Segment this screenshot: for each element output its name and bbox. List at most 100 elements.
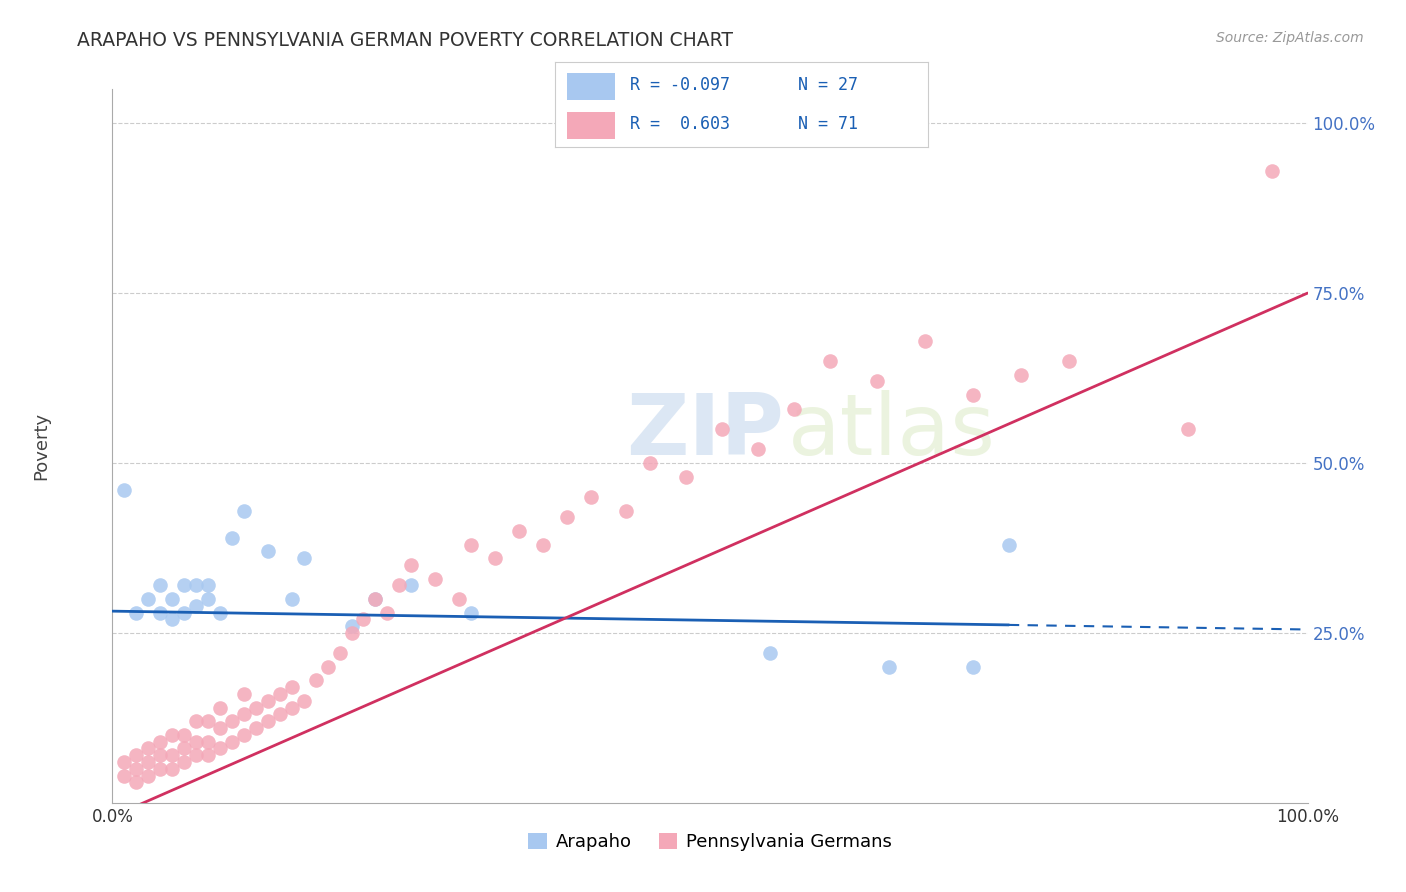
Point <box>292 694 315 708</box>
Point <box>340 619 363 633</box>
Point <box>125 762 148 776</box>
Point <box>114 769 135 783</box>
Text: R = -0.097: R = -0.097 <box>630 77 730 95</box>
Point <box>149 578 172 592</box>
FancyBboxPatch shape <box>567 112 614 139</box>
Point <box>531 537 554 551</box>
Point <box>233 687 256 701</box>
Point <box>329 646 352 660</box>
Point <box>186 734 208 748</box>
Point <box>281 680 304 694</box>
Point <box>114 755 135 769</box>
Point <box>125 748 148 763</box>
Point <box>173 755 195 769</box>
Point <box>377 606 399 620</box>
Point <box>173 741 195 756</box>
Point <box>114 483 135 498</box>
Text: ARAPAHO VS PENNSYLVANIA GERMAN POVERTY CORRELATION CHART: ARAPAHO VS PENNSYLVANIA GERMAN POVERTY C… <box>77 31 734 50</box>
Point <box>233 707 256 722</box>
Point <box>197 578 219 592</box>
Point <box>866 375 889 389</box>
Y-axis label: Poverty: Poverty <box>32 412 51 480</box>
Text: ZIP: ZIP <box>627 390 785 474</box>
Point <box>186 714 208 729</box>
Point <box>197 714 219 729</box>
Point <box>162 748 183 763</box>
Point <box>340 626 363 640</box>
Point <box>173 728 195 742</box>
Point <box>186 748 208 763</box>
Point <box>173 578 195 592</box>
Point <box>197 591 219 606</box>
Point <box>149 606 172 620</box>
Point <box>281 700 304 714</box>
Point <box>186 578 208 592</box>
Point <box>245 700 267 714</box>
Point <box>460 606 482 620</box>
Point <box>401 578 423 592</box>
Point <box>879 660 901 674</box>
Point <box>759 646 782 660</box>
Point <box>747 442 769 457</box>
Point <box>1010 368 1032 382</box>
Point <box>782 401 804 416</box>
Point <box>138 755 160 769</box>
Point <box>138 591 160 606</box>
Point <box>962 388 984 402</box>
Point <box>197 748 219 763</box>
Point <box>484 551 506 566</box>
Point <box>186 599 208 613</box>
Point <box>209 741 232 756</box>
Point <box>162 612 183 626</box>
Point <box>125 606 148 620</box>
Text: N = 71: N = 71 <box>797 115 858 133</box>
Point <box>675 469 697 483</box>
Point <box>998 537 1021 551</box>
Point <box>305 673 328 688</box>
Point <box>388 578 411 592</box>
Point <box>197 734 219 748</box>
Text: atlas: atlas <box>787 390 995 474</box>
Point <box>1057 354 1080 368</box>
Point <box>245 721 267 735</box>
Point <box>508 524 530 538</box>
Point <box>711 422 734 436</box>
FancyBboxPatch shape <box>567 72 614 100</box>
Point <box>221 714 243 729</box>
Point <box>257 544 280 558</box>
Point <box>818 354 841 368</box>
Point <box>221 734 243 748</box>
Point <box>209 721 232 735</box>
Point <box>460 537 482 551</box>
Point <box>1177 422 1199 436</box>
Point <box>447 591 470 606</box>
Point <box>233 503 256 517</box>
Point <box>257 694 280 708</box>
Point <box>125 775 148 789</box>
Point <box>209 700 232 714</box>
Point <box>162 762 183 776</box>
Point <box>616 503 638 517</box>
Point <box>221 531 243 545</box>
Point <box>281 591 304 606</box>
Legend: Arapaho, Pennsylvania Germans: Arapaho, Pennsylvania Germans <box>522 825 898 858</box>
Point <box>1261 163 1284 178</box>
Point <box>162 728 183 742</box>
Point <box>138 769 160 783</box>
Text: N = 27: N = 27 <box>797 77 858 95</box>
Point <box>162 591 183 606</box>
Text: Source: ZipAtlas.com: Source: ZipAtlas.com <box>1216 31 1364 45</box>
Point <box>173 606 195 620</box>
Point <box>149 762 172 776</box>
Point <box>401 558 423 572</box>
Point <box>316 660 339 674</box>
Point <box>149 734 172 748</box>
Point <box>640 456 662 470</box>
Point <box>138 741 160 756</box>
Point <box>352 612 374 626</box>
Point <box>579 490 602 504</box>
Point <box>257 714 280 729</box>
Point <box>149 748 172 763</box>
Point <box>233 728 256 742</box>
Point <box>269 687 291 701</box>
